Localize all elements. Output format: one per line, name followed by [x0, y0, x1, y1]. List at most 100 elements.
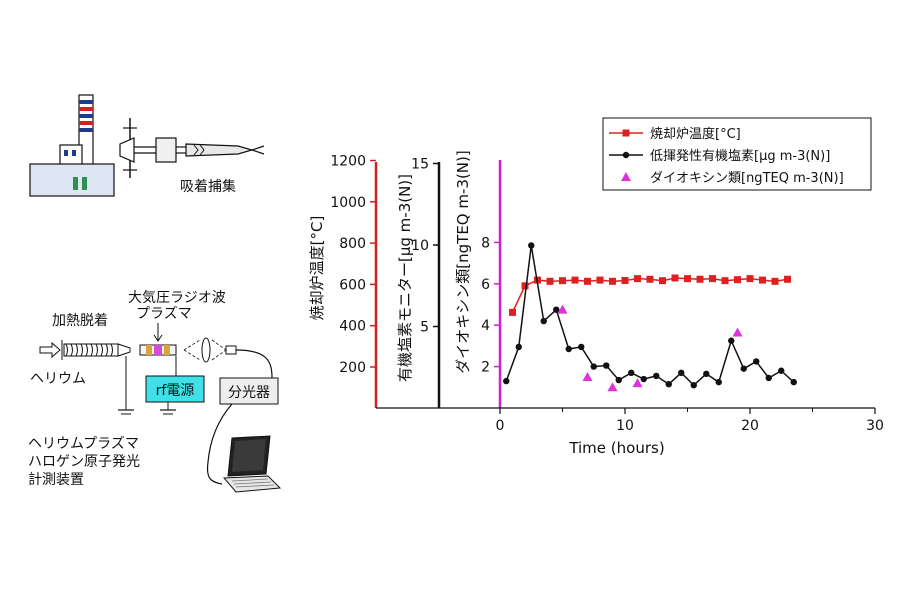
temperature-point: [609, 277, 616, 285]
device-label-line2: ハロゲン原子発光: [28, 454, 140, 470]
device-label-line1: ヘリウムプラズマ: [28, 436, 139, 452]
organochlorine-axis-title: 有機塩素モニター[μg m-3(N)]: [396, 174, 414, 382]
lens: [201, 337, 211, 363]
chimney-stripe: [79, 107, 93, 111]
temperature-tick-label: 400: [339, 319, 366, 335]
plasma-instrument: 大気圧ラジオ波 プラズマ 加熱脱着 ヘリウム: [28, 290, 282, 493]
x-axis-title: Time (hours): [568, 439, 664, 457]
dioxin-tick-label: 2: [481, 360, 490, 376]
organochlorine-tick-label: 5: [420, 320, 429, 336]
temperature-point: [784, 275, 791, 283]
dioxin-point: [632, 378, 643, 388]
x-tick-label: 30: [866, 418, 884, 434]
temperature-point: [696, 275, 704, 283]
temperature-point: [509, 308, 516, 316]
organochlorine-point: [678, 369, 685, 377]
adsorption-label: 吸着捕集: [180, 178, 236, 195]
legend-marker: [622, 129, 630, 137]
chimney-stripe: [79, 114, 93, 118]
organochlorine-point: [640, 375, 647, 383]
chimney-stripe: [79, 128, 93, 132]
organochlorine-point: [765, 374, 772, 382]
dioxin-tick-label: 6: [481, 277, 490, 293]
device-label-line3: 計測装置: [28, 472, 84, 488]
temperature-tick-label: 1200: [330, 154, 366, 170]
chart: 200 400 600 800 1000 1200 焼却炉温度[°C] 5 10 15有機塩素モニ…: [308, 117, 884, 457]
temperature-point: [646, 275, 654, 283]
organochlorine-point: [628, 369, 635, 377]
dioxin-tick-label: 8: [481, 235, 490, 251]
temperature-tick-label: 600: [339, 277, 366, 293]
legend-label: ダイオキシン類[ngTEQ m-3(N)]: [650, 171, 844, 186]
organochlorine-point: [553, 306, 560, 313]
organochlorine-tick-label: 15: [411, 157, 429, 173]
organochlorine-point: [778, 367, 785, 374]
temperature-point: [684, 275, 691, 283]
dioxin-point: [732, 327, 743, 337]
organochlorine-point: [703, 370, 710, 378]
temperature-point: [621, 276, 629, 284]
temperature-point: [771, 277, 779, 285]
heat-desorption-label: 加熱脱着: [52, 313, 108, 329]
series-line-0: [511, 277, 788, 313]
organochlorine-point: [515, 343, 522, 351]
incinerator-building: [29, 163, 115, 197]
organochlorine-point: [603, 362, 610, 369]
temperature-point: [634, 275, 641, 283]
spectrometer-box: [219, 377, 279, 405]
dioxin-point: [607, 382, 618, 392]
organochlorine-point: [665, 380, 672, 388]
temperature-tick-label: 200: [339, 360, 366, 376]
temperature-point: [746, 275, 754, 283]
sampling-probe: 吸着捕集: [119, 118, 265, 195]
laptop-icon: [222, 435, 282, 493]
sampler-box: [155, 137, 177, 163]
temperature-tick-label: 1000: [330, 195, 366, 211]
spectrometer-label: 分光器: [228, 385, 270, 401]
organochlorine-point: [715, 378, 722, 386]
adsorption-tube: [185, 143, 255, 157]
helium-arrow: [39, 341, 61, 359]
dioxin-axis-title: ダイオキシン類[ngTEQ m-3(N)]: [454, 150, 472, 373]
window: [72, 150, 76, 156]
plasma-glow: [154, 345, 162, 355]
window: [64, 150, 68, 156]
organochlorine-point: [740, 365, 747, 372]
organochlorine-tick-label: 10: [411, 238, 429, 254]
door: [82, 177, 87, 190]
dioxin-point: [557, 304, 568, 314]
temperature-point: [659, 277, 666, 285]
temperature-point: [584, 277, 591, 285]
heating-coil: [65, 343, 113, 357]
legend-label: 低揮発性有機塩素[μg m-3(N)]: [650, 149, 830, 164]
optical-fiber: [235, 349, 273, 379]
temperature-point: [721, 277, 729, 285]
legend: 焼却炉温度[°C] 低揮発性有機塩素[μg m-3(N)] ダイオキシン類[ngTE…: [602, 117, 872, 191]
chimney-stripe: [79, 121, 93, 125]
organochlorine-point: [728, 337, 735, 344]
organochlorine-point: [503, 377, 510, 385]
organochlorine-point: [790, 378, 797, 386]
temperature-point: [521, 282, 529, 290]
plot-area: [503, 242, 797, 392]
door: [73, 177, 78, 190]
dioxin-tick-label: 4: [481, 318, 490, 334]
temperature-point: [571, 276, 579, 284]
dioxin-point: [582, 371, 593, 381]
helium-label: ヘリウム: [30, 371, 86, 387]
temperature-tick-label: 800: [339, 236, 366, 252]
x-tick-label: 10: [616, 418, 634, 434]
temperature-point: [709, 275, 716, 283]
chimney-stripe: [79, 100, 93, 104]
plasma-title-line1: 大気圧ラジオ波: [128, 290, 226, 306]
temperature-point: [759, 276, 766, 284]
temperature-point: [671, 274, 679, 282]
temperature-axis-title: 焼却炉温度[°C]: [308, 216, 326, 321]
organochlorine-point: [653, 372, 660, 380]
legend-marker: [621, 172, 631, 181]
x-tick-label: 20: [741, 418, 759, 434]
plasma-title-line2: プラズマ: [136, 306, 192, 322]
temperature-point: [734, 276, 741, 284]
organochlorine-point: [565, 345, 572, 353]
temperature-point: [596, 276, 604, 284]
